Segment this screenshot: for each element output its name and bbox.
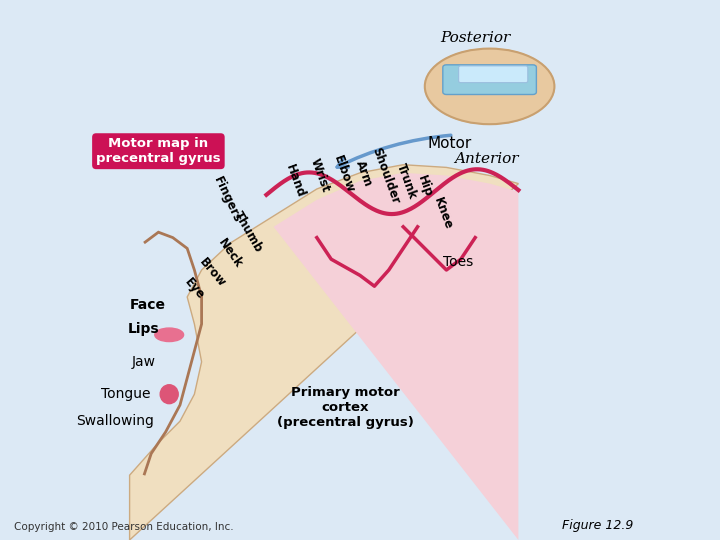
Text: Face: Face <box>130 298 166 312</box>
Text: Wrist: Wrist <box>308 157 333 194</box>
Text: Swallowing: Swallowing <box>76 414 154 428</box>
Text: Motor map in
precentral gyrus: Motor map in precentral gyrus <box>96 137 221 165</box>
Text: Primary motor
cortex
(precentral gyrus): Primary motor cortex (precentral gyrus) <box>277 386 414 429</box>
Text: Jaw: Jaw <box>132 355 156 369</box>
Text: Lips: Lips <box>128 322 160 336</box>
Text: Arm: Arm <box>353 159 374 189</box>
Text: Figure 12.9: Figure 12.9 <box>562 519 634 532</box>
Text: Fingers: Fingers <box>210 174 243 225</box>
Ellipse shape <box>425 49 554 124</box>
Text: Brow: Brow <box>197 255 228 290</box>
Text: Posterior: Posterior <box>440 31 510 45</box>
Text: Toes: Toes <box>443 255 473 269</box>
Text: Tongue: Tongue <box>102 387 150 401</box>
FancyBboxPatch shape <box>459 66 528 83</box>
Text: Elbow: Elbow <box>331 153 357 194</box>
Text: Trunk: Trunk <box>395 161 419 200</box>
Text: Shoulder: Shoulder <box>369 145 402 206</box>
Text: Motor: Motor <box>428 136 472 151</box>
Text: Copyright © 2010 Pearson Education, Inc.: Copyright © 2010 Pearson Education, Inc. <box>14 522 234 532</box>
FancyBboxPatch shape <box>443 65 536 94</box>
Text: Neck: Neck <box>216 237 245 271</box>
Ellipse shape <box>155 328 184 342</box>
Text: Eye: Eye <box>182 276 207 302</box>
Text: Anterior: Anterior <box>454 152 518 166</box>
Ellipse shape <box>160 384 179 403</box>
Text: Knee: Knee <box>431 195 454 231</box>
Text: Hand: Hand <box>283 163 307 199</box>
PathPatch shape <box>274 173 518 540</box>
Text: Hip: Hip <box>415 174 435 199</box>
PathPatch shape <box>130 165 518 540</box>
Text: Thumb: Thumb <box>231 210 266 255</box>
